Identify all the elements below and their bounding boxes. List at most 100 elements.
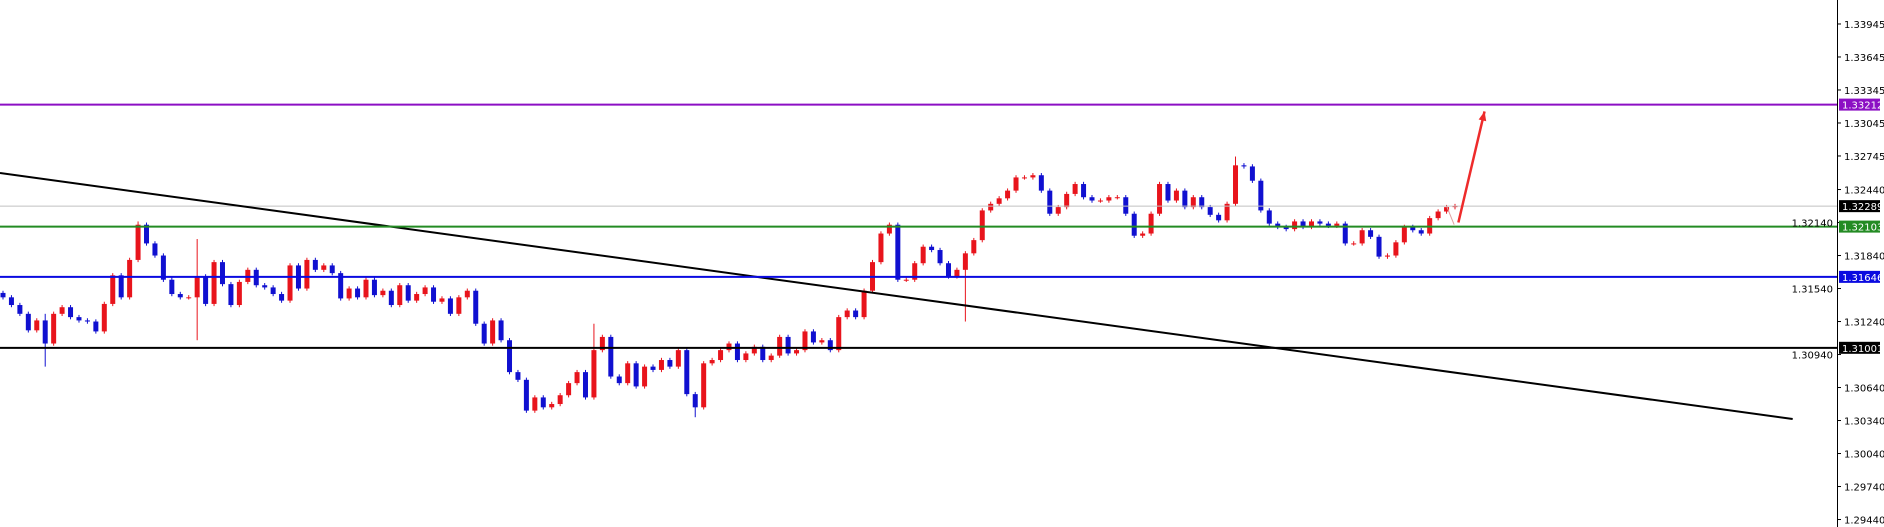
candle [135, 221, 141, 263]
candle [861, 288, 867, 320]
candle-body [1097, 200, 1103, 202]
candle [363, 277, 369, 300]
candle [844, 308, 850, 320]
candle-body [675, 350, 681, 367]
candle [616, 374, 622, 386]
candle-body [397, 285, 403, 306]
candle-body [473, 290, 479, 324]
candle [1165, 181, 1171, 203]
candle-body [979, 210, 985, 241]
candle [532, 395, 538, 413]
candle-body [490, 320, 496, 344]
candle [1275, 221, 1281, 230]
candle [1089, 195, 1095, 203]
candle-body [1266, 210, 1272, 224]
candle [912, 261, 918, 282]
candle-body [1157, 184, 1163, 214]
candle [1376, 234, 1382, 259]
candle [1317, 219, 1323, 226]
price-label: 1.32103 [1842, 223, 1883, 234]
candle [203, 274, 209, 307]
price-label-box [1839, 220, 1880, 233]
candle [684, 347, 690, 397]
candle [1148, 211, 1154, 236]
candle-body [802, 331, 808, 351]
candle [456, 295, 462, 317]
candle [515, 369, 521, 383]
candle [507, 338, 513, 375]
candle-body [355, 288, 361, 298]
candle-body [658, 360, 664, 370]
y-tick-label: 1.32440 [1844, 186, 1884, 197]
candle-body [515, 372, 521, 380]
candle-body [144, 224, 150, 244]
candle-body [996, 198, 1002, 204]
candle-body [1216, 214, 1222, 221]
candle [1064, 191, 1070, 210]
candle [1021, 175, 1027, 180]
candle-body [93, 321, 99, 332]
candle [1384, 253, 1390, 259]
candle [1216, 212, 1222, 223]
price-label: 1.32289 [1842, 202, 1883, 213]
candle [810, 329, 816, 345]
candle-body [642, 366, 648, 387]
candle-body [1292, 221, 1298, 230]
candle-body [886, 224, 892, 234]
candle-body [794, 350, 800, 354]
price-axis[interactable]: 1.33945 1.33645 1.33345 1.33045 1.32745 1.324… [1792, 20, 1884, 527]
candle-body [557, 395, 563, 405]
candle-body [203, 276, 209, 304]
candle-body [1444, 207, 1450, 212]
candle [287, 263, 293, 303]
candle [59, 305, 65, 317]
candle-body [1410, 226, 1416, 231]
candle-body [701, 363, 707, 408]
candle [177, 291, 183, 300]
candle-body [582, 372, 588, 398]
candle-body [684, 350, 690, 395]
candle-body [431, 287, 437, 302]
candle-body [211, 262, 217, 304]
candle [228, 281, 234, 308]
candle-body [1021, 177, 1027, 179]
candle [1258, 178, 1264, 213]
candle [1199, 195, 1205, 210]
candle-body [498, 320, 504, 341]
candle-body [160, 255, 166, 280]
candle [1013, 175, 1019, 193]
candle-body [118, 275, 124, 298]
candle [101, 301, 107, 334]
candle-body [920, 246, 926, 264]
candle-body [1359, 230, 1365, 244]
candle [346, 286, 352, 301]
candle-body [819, 340, 825, 343]
candle-body [1334, 223, 1340, 226]
candle [1072, 181, 1078, 197]
candle [895, 222, 901, 282]
candle [557, 393, 563, 407]
candle-body [599, 336, 605, 351]
candle-body [1207, 207, 1213, 215]
candle-body [34, 320, 40, 331]
candle-body [228, 284, 234, 306]
candle [1342, 221, 1348, 246]
candle-body [1182, 190, 1188, 208]
price-label-box [1839, 200, 1880, 213]
candle-body [456, 297, 462, 314]
candle-body [338, 273, 344, 299]
candle-body [304, 259, 310, 289]
candle-body [405, 285, 411, 301]
candle [169, 277, 175, 297]
candle [929, 244, 935, 253]
candle [1418, 228, 1424, 236]
candle-body [827, 340, 833, 351]
candle-body [1123, 197, 1129, 214]
candle [650, 364, 656, 373]
candle [397, 283, 403, 308]
candle-body [718, 350, 724, 361]
candle [979, 208, 985, 243]
candle-body [777, 336, 783, 356]
candle-body [236, 281, 242, 306]
arrow-up-icon [1457, 111, 1486, 223]
